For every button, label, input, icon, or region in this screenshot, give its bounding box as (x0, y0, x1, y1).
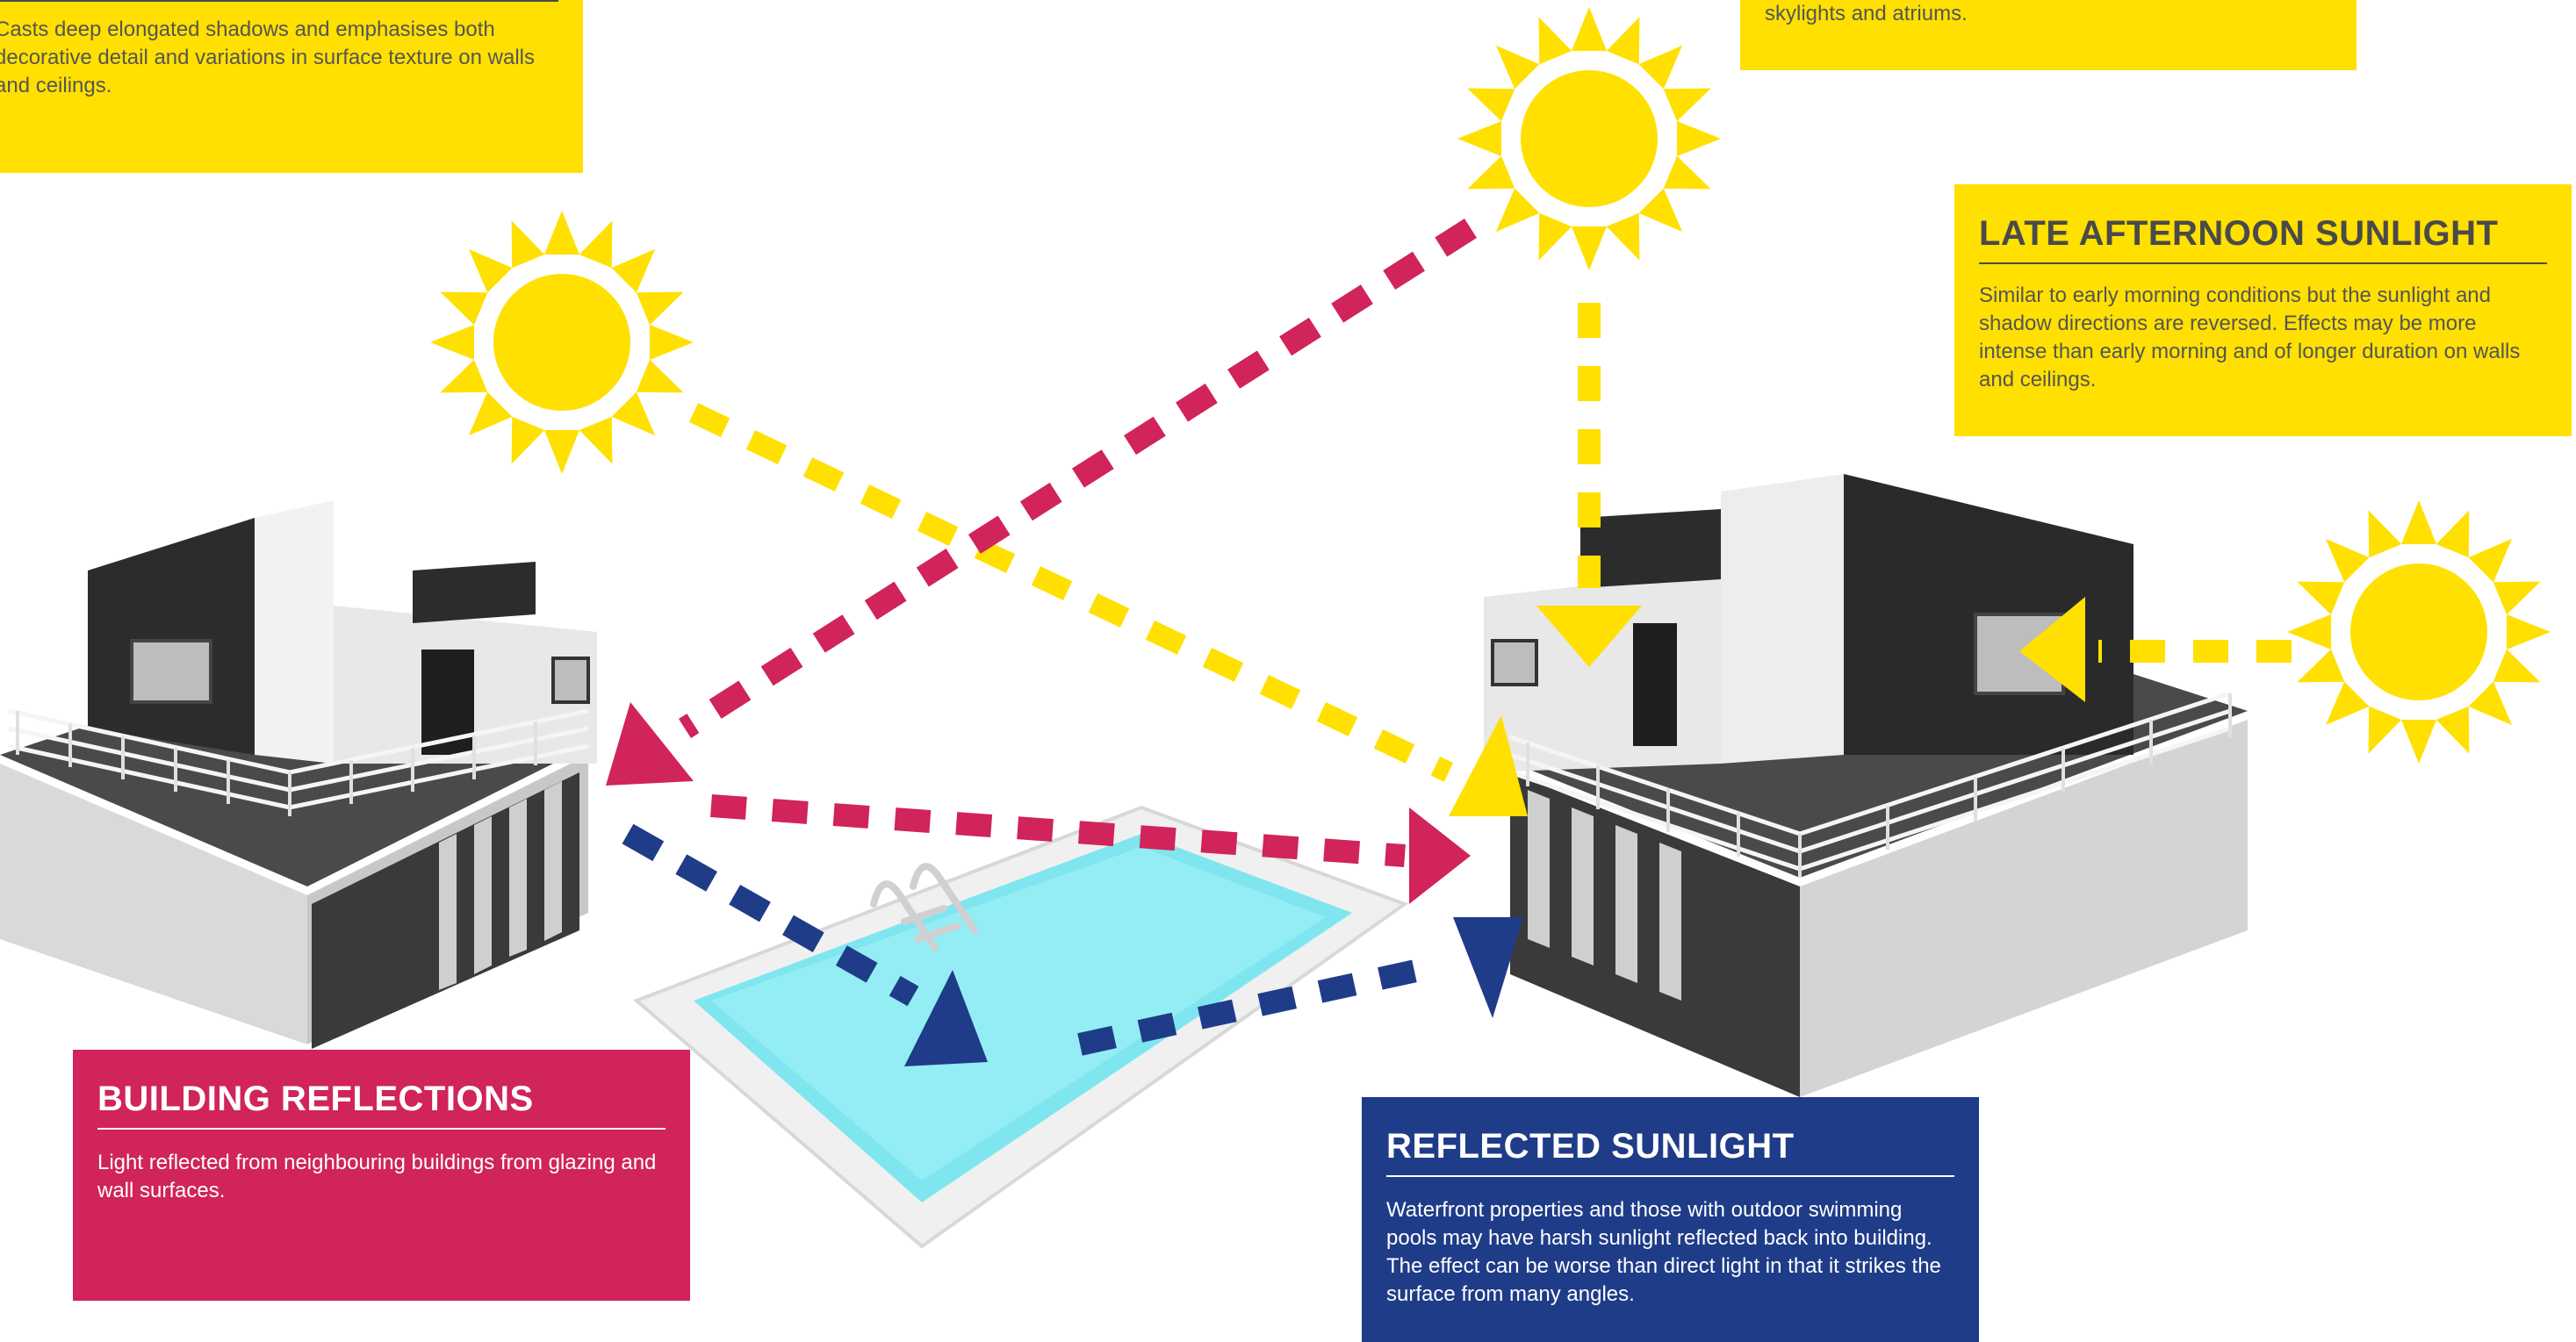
late-afternoon-sunlight-arrow (2019, 597, 2292, 702)
top-right-info-box: skylights and atriums. (1740, 0, 2357, 70)
building-reflection-return-arrow (710, 794, 1471, 904)
overhead-sunlight-arrow (1536, 303, 1642, 667)
reflected-sunlight-outgoing-arrow (1077, 917, 1523, 1056)
divider (0, 0, 558, 2)
reflected-sunlight-title: REFLECTED SUNLIGHT (1386, 1127, 1954, 1177)
sun-icon (2287, 500, 2551, 764)
building-reflections-description: Light reflected from neighbouring buildi… (97, 1151, 657, 1202)
building-reflections-box: BUILDING REFLECTIONS Light reflected fro… (73, 1050, 690, 1301)
right-house (1484, 474, 2248, 1097)
late-afternoon-sunlight-box: LATE AFTERNOON SUNLIGHT Similar to early… (1954, 184, 2572, 436)
top-left-info-box: Casts deep elongated shadows and emphasi… (0, 0, 583, 173)
late-afternoon-title: LATE AFTERNOON SUNLIGHT (1979, 214, 2547, 264)
late-afternoon-description: Similar to early morning conditions but … (1979, 283, 2521, 391)
top-right-description: skylights and atriums. (1765, 2, 1968, 25)
top-left-description: Casts deep elongated shadows and emphasi… (0, 18, 535, 97)
reflected-sunlight-box: REFLECTED SUNLIGHT Waterfront properties… (1362, 1097, 1979, 1342)
reflected-sunlight-incoming-arrow (622, 823, 988, 1066)
left-house (0, 500, 597, 1049)
building-reflections-title: BUILDING REFLECTIONS (97, 1080, 666, 1130)
sun-icon (1457, 7, 1721, 270)
direct-sunlight-arrow (688, 403, 1528, 816)
swimming-pool (633, 805, 1409, 1249)
building-reflection-arrow (606, 219, 1477, 786)
sun-icon (430, 211, 694, 474)
reflected-sunlight-description: Waterfront properties and those with out… (1386, 1198, 1941, 1306)
